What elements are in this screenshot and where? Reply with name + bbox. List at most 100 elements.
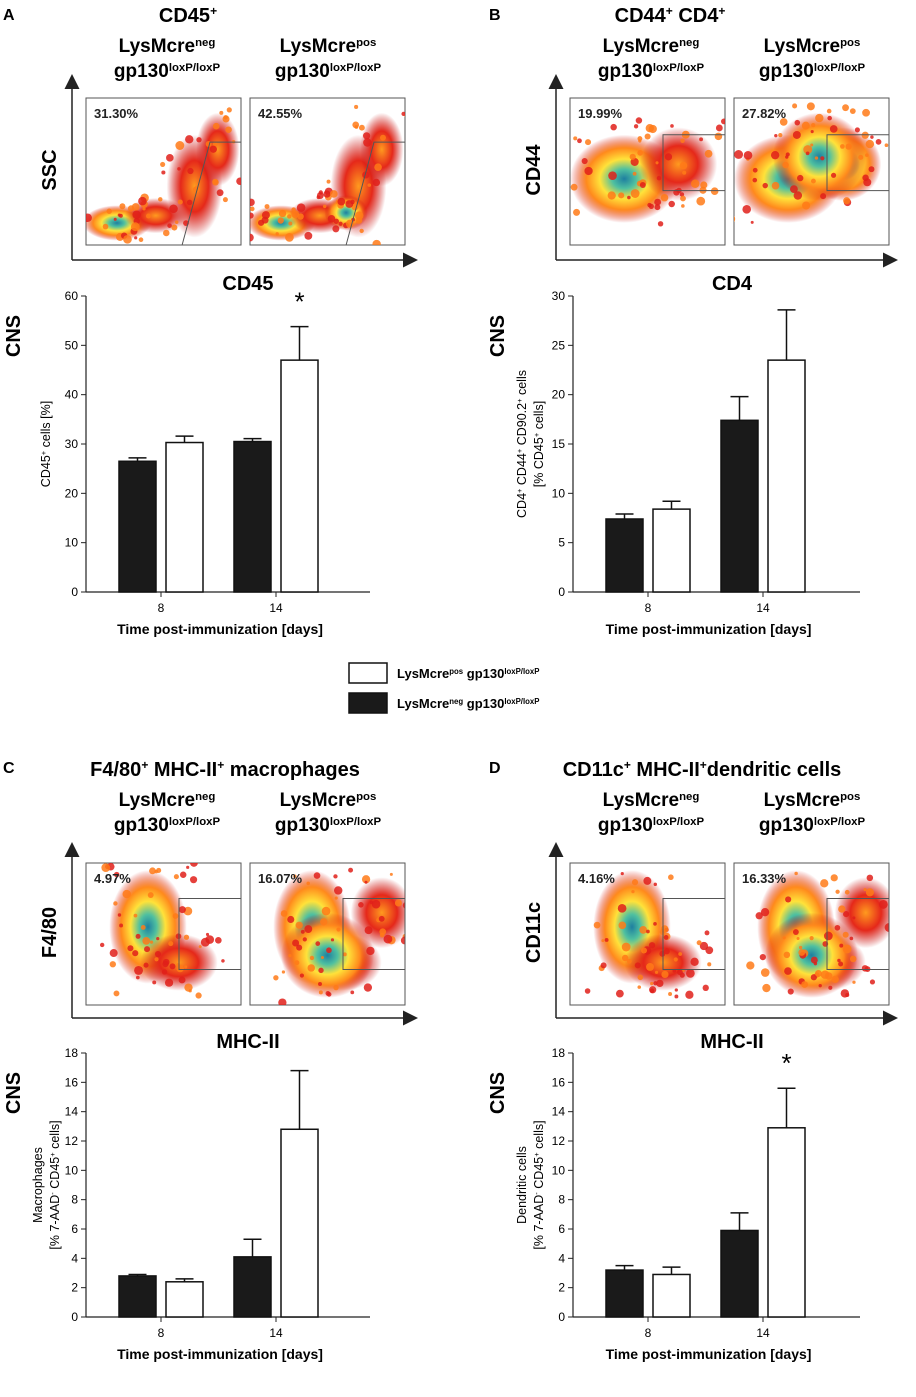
density-dot	[805, 151, 810, 156]
density-dot	[637, 985, 642, 989]
density-dot	[668, 874, 674, 881]
density-dot	[158, 197, 163, 202]
density-dot	[663, 948, 670, 955]
density-dot	[604, 938, 609, 942]
density-dot	[685, 969, 695, 978]
bar-pos	[280, 1128, 319, 1318]
density-dot	[186, 199, 193, 206]
density-dot	[635, 117, 643, 124]
density-dot	[304, 925, 313, 933]
density-dot	[794, 119, 801, 126]
group-label-neg-genotype: gp130loxP/loxP	[114, 61, 221, 82]
density-dot	[117, 913, 122, 917]
density-dot	[113, 901, 118, 906]
density-dot	[288, 221, 293, 226]
density-dot	[185, 135, 194, 144]
density-dot	[175, 141, 185, 150]
density-dot	[261, 211, 270, 220]
density-dot	[878, 899, 888, 909]
density-dot	[792, 130, 801, 139]
y-tick-label: 2	[71, 1281, 78, 1295]
density-dot	[702, 984, 709, 992]
group-label-pos-genotype: gp130loxP/loxP	[275, 61, 382, 82]
density-dot	[164, 978, 174, 987]
gate-outline	[345, 141, 405, 246]
panel-title: CD45+	[159, 4, 217, 27]
density-dot	[793, 191, 803, 200]
density-dot	[862, 174, 869, 181]
density-dot	[629, 153, 636, 160]
y-tick-label: 10	[65, 1163, 79, 1177]
density-dot	[160, 161, 166, 167]
density-dot	[785, 155, 789, 159]
x-tick-label: 8	[645, 601, 652, 615]
density-dot	[326, 179, 331, 184]
density-dot	[852, 916, 856, 920]
density-dot	[154, 869, 158, 874]
density-dot	[113, 990, 120, 997]
y-tick-label: 60	[65, 289, 79, 303]
density-dot	[813, 961, 818, 966]
density-dot	[861, 965, 869, 972]
density-dot	[322, 204, 327, 209]
density-dot	[561, 223, 565, 227]
density-dot	[361, 875, 371, 884]
density-dot	[296, 944, 303, 951]
density-dot	[831, 975, 839, 984]
group-label-pos-genotype: gp130loxP/loxP	[275, 815, 382, 836]
density-dot	[803, 145, 813, 155]
density-dot	[674, 994, 679, 999]
density-dot	[842, 104, 849, 112]
density-dot	[219, 110, 224, 115]
density-dot	[281, 970, 286, 974]
density-dot	[770, 150, 780, 160]
density-dot	[143, 962, 149, 968]
density-dot	[142, 936, 151, 945]
density-dot	[792, 929, 799, 935]
density-dot	[338, 221, 343, 226]
density-dot	[762, 182, 768, 189]
density-dot	[307, 964, 315, 972]
bar-y-label: Macrophages	[31, 1147, 45, 1223]
density-dot	[163, 958, 170, 966]
density-dot	[133, 913, 138, 918]
density-dot	[646, 929, 650, 934]
density-dot	[306, 881, 310, 886]
density-dot	[140, 925, 146, 930]
gate-percentage: 4.97%	[94, 871, 131, 886]
density-dot	[76, 237, 85, 246]
cns-label: CNS	[3, 1072, 25, 1114]
density-dot	[705, 946, 714, 955]
density-dot	[557, 140, 565, 148]
density-dot	[864, 153, 869, 157]
gate-percentage: 4.16%	[578, 871, 615, 886]
density-dot	[371, 899, 381, 909]
density-dot	[862, 108, 870, 117]
density-dot	[358, 902, 364, 908]
group-label-neg: LysMcreneg	[603, 790, 700, 811]
y-tick-label: 2	[558, 1281, 565, 1295]
density-dot	[287, 214, 292, 219]
density-dot	[400, 936, 405, 945]
density-dot	[654, 970, 659, 974]
bar-pos	[280, 359, 319, 593]
density-dot	[852, 980, 856, 984]
density-dot	[626, 958, 632, 964]
group-label-pos-genotype: gp130loxP/loxP	[759, 815, 866, 836]
density-dot	[389, 872, 393, 876]
density-dot	[320, 918, 328, 926]
density-dot	[147, 892, 154, 899]
density-dot	[844, 889, 850, 895]
panel-title: CD44+ CD4+	[615, 4, 726, 27]
bar-x-label: Time post-immunization [days]	[117, 621, 323, 637]
legend-swatch-pos	[348, 662, 388, 684]
density-dot	[222, 197, 228, 203]
density-dot	[801, 121, 810, 130]
density-dot	[897, 879, 905, 887]
density-dot	[690, 957, 699, 966]
y-tick-label: 20	[552, 388, 566, 402]
density-dot	[618, 921, 627, 930]
y-tick-label: 10	[552, 1163, 566, 1177]
density-dot	[79, 207, 84, 212]
significance-star: *	[781, 1048, 791, 1078]
